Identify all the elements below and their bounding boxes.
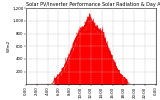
Text: Solar PV/Inverter Performance Solar Radiation & Day Average per Minute: Solar PV/Inverter Performance Solar Radi… <box>26 2 160 7</box>
Y-axis label: W/m2: W/m2 <box>7 40 11 52</box>
